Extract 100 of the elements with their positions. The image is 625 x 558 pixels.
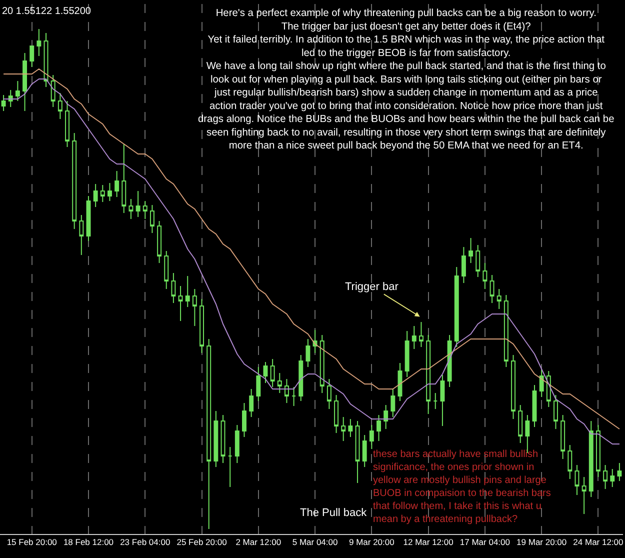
candlestick [242, 402, 246, 438]
candlestick [440, 374, 445, 426]
candlestick [200, 298, 204, 354]
candlestick [36, 28, 42, 56]
candlestick [108, 182, 112, 202]
candlestick [128, 198, 134, 220]
candlestick [249, 388, 254, 418]
candlestick [398, 362, 402, 402]
candlestick [539, 370, 544, 398]
annotation: Trigger bar [345, 281, 399, 293]
candlestick [461, 246, 466, 284]
candlestick [603, 464, 608, 490]
x-tick-label: 9 Mar 20:00 [348, 537, 395, 548]
x-tick-label: 12 Mar 12:00 [403, 537, 454, 548]
annotation: The Pull back [300, 507, 368, 519]
candlestick [65, 100, 70, 148]
candlestick [348, 418, 353, 438]
candlestick [93, 184, 98, 208]
x-tick-label: 23 Feb 04:00 [120, 537, 170, 548]
candlestick [284, 378, 289, 404]
candlestick [263, 362, 268, 384]
x-tick-label: 24 Mar 12:00 [573, 537, 624, 548]
candlestick [206, 338, 212, 530]
candlestick [610, 468, 615, 488]
candlestick [574, 464, 580, 496]
candlestick [568, 444, 572, 480]
candlestick [72, 132, 77, 230]
x-tick-label: 2 Mar 12:00 [236, 537, 282, 548]
candlestick [150, 204, 154, 234]
candlestick [384, 404, 388, 430]
candlestick [518, 404, 523, 444]
candlestick [582, 476, 586, 514]
candlestick [122, 144, 126, 214]
candlestick [404, 330, 410, 378]
candlestick [419, 322, 424, 348]
candlestick [482, 262, 488, 290]
candlestick [100, 184, 105, 202]
candlestick [192, 288, 197, 326]
x-tick-label: 18 Feb 12:00 [63, 537, 114, 548]
candlestick [376, 414, 381, 442]
text: Here's a perfect example of why threatening pull backs can be a big reason to worry. The trigger bar just doesn't get any better does it (Et4)? Yet it failed terribly. In addition to the 1.5 BRN which was in the way, the price action that led to the trigger BEOB is far from satisfactory. We have a long tail show up right where the pull back started, and that is the first thing to look out for when playing a pull back. Bars with long tails sticking out (either pin bars or just regular bullish/bearish bars) show a sudden change in momentum and as a price action trader you've got to bring that into consideration. Notice how price more than just drags along. Notice the BUBs and the BUOBs and how bears within the the pull back can be seen fighting back to no avail, resulting in those very short term swings that are definitely more than a nice sweet pull back beyond the 50 EMA that we need for an ET4. [198, 8, 614, 152]
candlestick [426, 334, 431, 414]
candlestick [588, 420, 594, 498]
candlestick [15, 80, 20, 102]
candlestick [214, 410, 218, 468]
candlestick [326, 378, 332, 410]
candlestick [292, 386, 296, 406]
candlestick [320, 334, 324, 394]
candlestick [468, 238, 474, 264]
candlestick [617, 462, 622, 482]
candlestick [185, 276, 190, 308]
candlestick [511, 354, 516, 420]
candlestick [1, 94, 6, 112]
candlestick [560, 414, 566, 460]
candlestick [554, 394, 558, 430]
candlestick [22, 52, 28, 112]
annotation: these bars actually have small bullish significance, the ones prior shown in yellow are mostly bullish pins and large BUOB in compaision to the bearish bars that follow them, I take it this is what u mean by a threatening pullback? [373, 449, 551, 525]
candlestick [44, 32, 48, 88]
candlestick [504, 294, 508, 368]
candlestick [79, 214, 84, 256]
x-tick-label: 19 Mar 20:00 [516, 537, 567, 548]
candlestick [433, 392, 438, 410]
candlestick [50, 74, 56, 108]
candlestick [270, 358, 275, 388]
candlestick [86, 196, 91, 242]
candlestick [447, 334, 452, 388]
candlestick [157, 220, 162, 264]
candlestick [341, 416, 346, 442]
candlestick [136, 190, 140, 218]
candlestick [220, 414, 226, 464]
candlestick [142, 200, 148, 220]
candlestick [228, 446, 232, 488]
candlestick [596, 424, 600, 478]
candlestick [234, 424, 240, 464]
x-tick-label: 5 Mar 04:00 [292, 537, 338, 548]
text: 20 1.55122 1.55200 [2, 6, 92, 17]
candlestick [277, 372, 282, 394]
x-tick-label: 17 Mar 04:00 [460, 537, 510, 548]
candlestick [171, 272, 176, 304]
candlestick [334, 394, 339, 434]
candlestick [412, 326, 416, 350]
candlestick [454, 266, 459, 348]
candlestick [164, 250, 169, 290]
candlestick [256, 366, 261, 402]
candlestick [178, 286, 183, 322]
candlestick [490, 274, 494, 304]
candlestick [114, 170, 120, 198]
candlestick [390, 388, 396, 418]
candlestick [532, 384, 537, 428]
candlestick [58, 92, 62, 120]
x-tick-label: 15 Feb 20:00 [6, 537, 58, 548]
candlestick [298, 354, 304, 402]
candlestick [476, 244, 480, 278]
candlestick [496, 288, 502, 310]
candlestick [369, 424, 374, 450]
candlestick [30, 46, 34, 68]
candlestick [362, 434, 367, 468]
x-tick-label: 25 Feb 20:00 [176, 537, 228, 548]
candlestick [355, 420, 360, 484]
candlestick [306, 338, 310, 368]
